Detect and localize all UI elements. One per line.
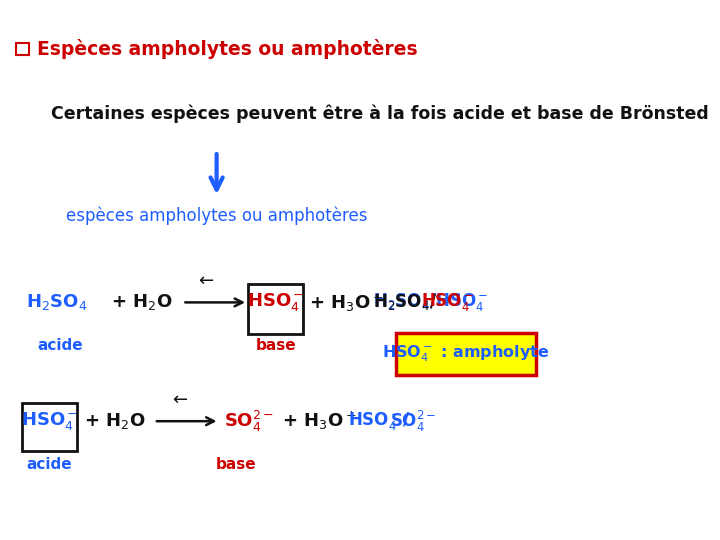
Text: HSO$_4^-$: HSO$_4^-$ <box>21 410 78 432</box>
Text: HSO$_4^-$/: HSO$_4^-$/ <box>348 410 411 432</box>
Text: + H$_3$O$^+$: + H$_3$O$^+$ <box>282 410 356 433</box>
Text: espèces ampholytes ou amphotères: espèces ampholytes ou amphotères <box>66 207 367 225</box>
Text: HSO$_4^-$: HSO$_4^-$ <box>420 292 474 313</box>
Bar <box>22 403 77 451</box>
Bar <box>16 43 29 55</box>
Text: acide: acide <box>27 457 72 472</box>
Text: H$_2$SO$_4$/: H$_2$SO$_4$/ <box>374 292 438 313</box>
Text: + H$_3$O$^+$: + H$_3$O$^+$ <box>309 291 383 314</box>
Text: ←: ← <box>198 272 213 290</box>
Bar <box>396 333 536 375</box>
Text: acide: acide <box>37 338 83 353</box>
Text: H$_2$SO$_4$: H$_2$SO$_4$ <box>26 292 87 313</box>
Text: SO$_4^{2-}$: SO$_4^{2-}$ <box>224 409 274 434</box>
Text: ←: ← <box>172 390 187 409</box>
Text: Espèces ampholytes ou amphotères: Espèces ampholytes ou amphotères <box>37 38 418 59</box>
Text: HSO$_4^-$ : ampholyte: HSO$_4^-$ : ampholyte <box>382 344 549 365</box>
Text: + H$_2$O: + H$_2$O <box>84 411 146 431</box>
Text: base: base <box>216 457 257 472</box>
Text: base: base <box>256 338 296 353</box>
Text: SO$_4^{2-}$: SO$_4^{2-}$ <box>390 409 437 434</box>
Text: HSO$_4^-$: HSO$_4^-$ <box>247 292 305 313</box>
Bar <box>248 284 303 334</box>
Text: + H$_2$O: + H$_2$O <box>111 292 173 313</box>
Text: Certaines espèces peuvent être à la fois acide et base de Brönsted: Certaines espèces peuvent être à la fois… <box>51 104 709 123</box>
Text: H$_2$SO$_4$/HSO$_4^-$: H$_2$SO$_4$/HSO$_4^-$ <box>374 292 489 313</box>
